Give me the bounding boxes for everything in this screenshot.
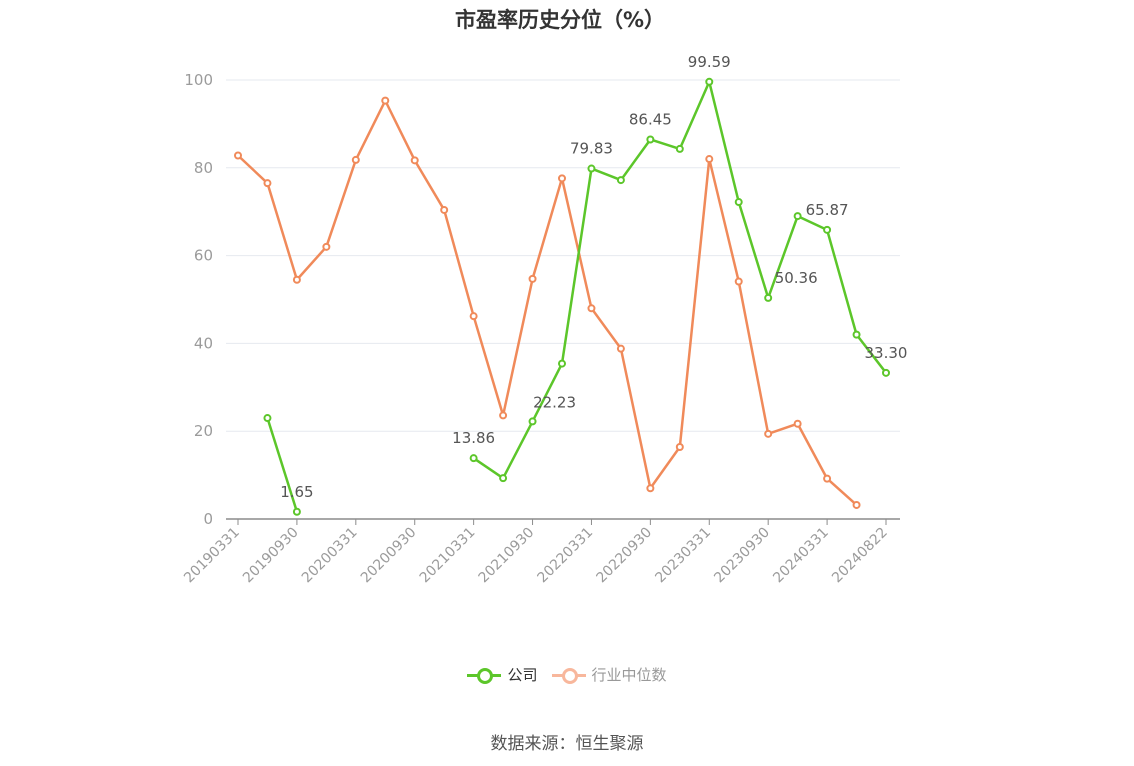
x-tick-label: 20240822 [829, 525, 891, 587]
data-point [675, 144, 684, 153]
x-tick-label: 20190331 [181, 525, 243, 587]
data-label: 50.36 [775, 269, 818, 287]
series-line [266, 417, 299, 513]
legend-industry-swatch [551, 665, 586, 685]
data-label: 86.45 [629, 110, 672, 128]
data-point [528, 274, 537, 283]
data-label: 33.30 [865, 344, 908, 362]
data-point [646, 135, 655, 144]
data-point [675, 443, 684, 452]
data-label: 79.83 [570, 140, 613, 158]
legend-company-swatch [467, 665, 502, 685]
data-point [558, 359, 566, 368]
data-point [793, 419, 802, 428]
x-tick-label: 20240331 [770, 525, 832, 587]
data-point [322, 242, 331, 251]
data-point [616, 344, 625, 353]
x-tick-label: 20220331 [535, 525, 597, 587]
x-tick-label: 20230930 [711, 525, 773, 587]
data-point [234, 151, 242, 160]
series-company: 1.65 13.86 22.23 79.83 86.45 99.59 50.36 65.87 3… [263, 53, 908, 516]
x-tick-label: 20210930 [476, 525, 538, 587]
data-point [852, 330, 861, 339]
y-tick-label: 20 [194, 422, 213, 440]
x-tick-label: 20200331 [299, 525, 361, 587]
legend-item-industry[interactable]: 行业中位数 [551, 664, 667, 685]
data-point [823, 225, 832, 234]
series-line [237, 99, 858, 506]
data-point [705, 155, 714, 164]
series-industry [234, 96, 861, 509]
data-point [263, 179, 272, 188]
data-point [440, 205, 449, 214]
y-tick-label: 100 [184, 71, 213, 89]
data-point [381, 96, 390, 105]
x-tick-label: 20230331 [652, 525, 714, 587]
data-point [823, 474, 832, 483]
data-point [646, 484, 655, 493]
data-point [587, 164, 596, 173]
legend-industry-label: 行业中位数 [591, 666, 667, 684]
data-point [764, 429, 773, 438]
chart-title: 市盈率历史分位（%） [454, 8, 666, 32]
data-point [410, 156, 419, 165]
data-point [734, 198, 743, 207]
y-tick-label: 80 [194, 159, 213, 177]
data-point [705, 77, 714, 86]
data-point [499, 411, 508, 420]
data-label: 65.87 [806, 201, 849, 219]
data-label: 13.86 [452, 429, 495, 447]
source-note: 数据来源：恒生聚源 [490, 734, 644, 754]
data-point [793, 212, 802, 221]
data-point [528, 417, 537, 426]
data-point [292, 275, 301, 284]
data-point [852, 500, 861, 509]
y-tick-label: 60 [194, 247, 213, 265]
data-point [587, 304, 596, 313]
data-label: 1.65 [280, 483, 313, 501]
y-tick-label: 0 [203, 510, 213, 528]
data-point [292, 507, 301, 516]
data-point [734, 277, 743, 286]
legend: 公司 行业中位数 [0, 664, 1134, 685]
legend-company-label: 公司 [507, 666, 538, 684]
legend-item-company[interactable]: 公司 [467, 664, 538, 685]
data-point [882, 368, 890, 377]
data-label: 22.23 [533, 393, 576, 411]
x-tick-label: 20210331 [417, 525, 479, 587]
data-point [764, 293, 773, 302]
data-point [558, 174, 566, 183]
x-tick-label: 20200930 [358, 525, 420, 587]
y-tick-label: 40 [194, 334, 213, 352]
data-point [469, 312, 478, 321]
data-point [351, 155, 360, 164]
x-tick-label: 20220930 [593, 525, 655, 587]
data-point [469, 454, 478, 463]
data-point [616, 176, 625, 185]
data-label: 99.59 [688, 53, 731, 71]
x-tick-label: 20190930 [240, 525, 302, 587]
data-point [499, 474, 508, 483]
data-point [263, 414, 272, 423]
